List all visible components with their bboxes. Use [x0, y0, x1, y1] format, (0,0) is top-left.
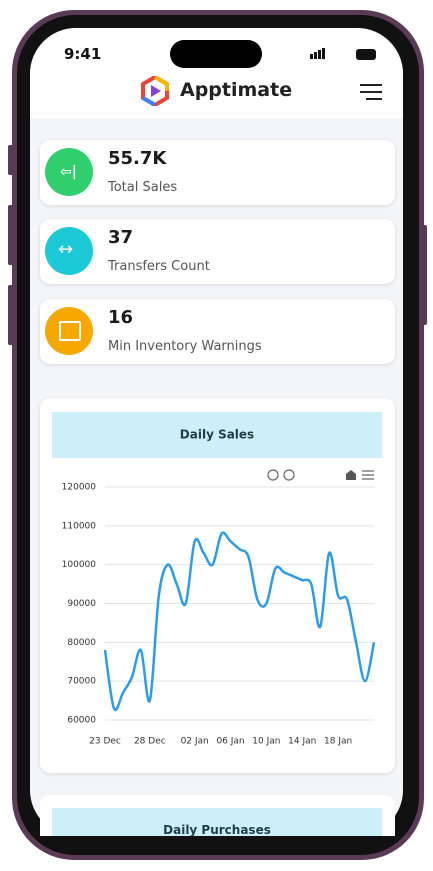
status-icons	[310, 48, 378, 60]
y-tick-label: 110000	[62, 521, 97, 531]
stat-label: Transfers Count	[108, 259, 210, 274]
stat-label: Min Inventory Warnings	[108, 339, 262, 354]
stat-card: ⇦| 55.7K Total Sales	[40, 140, 395, 205]
chart-toolbar[interactable]	[267, 469, 374, 481]
panel-title: Daily Purchases	[163, 823, 271, 836]
side-button	[8, 205, 14, 265]
x-tick-label: 14 Jan	[288, 737, 316, 747]
y-tick-label: 60000	[67, 716, 96, 726]
x-tick-label: 02 Jan	[181, 737, 209, 747]
brand: Apptimate	[180, 79, 293, 101]
status-time: 9:41	[64, 45, 102, 63]
x-tick-label: 18 Jan	[324, 737, 352, 747]
stat-value: 16	[108, 307, 134, 328]
y-tick-label: 120000	[62, 483, 97, 493]
menu-button[interactable]	[360, 84, 382, 102]
stat-icon	[45, 307, 93, 355]
y-tick-label: 100000	[62, 560, 97, 570]
logo	[141, 76, 169, 106]
line-series	[103, 531, 376, 712]
notch	[170, 40, 262, 68]
side-button	[8, 285, 14, 345]
stat-value: 37	[108, 227, 134, 248]
panel-title-banner: Daily Purchases	[52, 808, 382, 836]
chart-title: Daily Sales	[180, 428, 254, 442]
stat-icon: ⇦|	[45, 148, 93, 196]
x-tick-label: 23 Dec	[89, 737, 121, 747]
stat-card: ↔ 37 Transfers Count	[40, 219, 395, 284]
x-tick-label: 10 Jan	[252, 737, 280, 747]
y-tick-label: 70000	[67, 677, 96, 687]
y-tick-label: 80000	[67, 638, 96, 648]
y-tick-label: 90000	[67, 599, 96, 609]
side-button	[421, 225, 427, 325]
stat-label: Total Sales	[108, 180, 178, 195]
stat-value: 55.7K	[108, 148, 167, 169]
stat-icon: ↔	[45, 227, 93, 275]
x-tick-label: 28 Dec	[134, 737, 166, 747]
side-button	[8, 145, 14, 175]
chart-title-banner	[52, 412, 382, 458]
x-tick-label: 06 Jan	[216, 737, 244, 747]
stat-card: 16 Min Inventory Warnings	[40, 299, 395, 364]
